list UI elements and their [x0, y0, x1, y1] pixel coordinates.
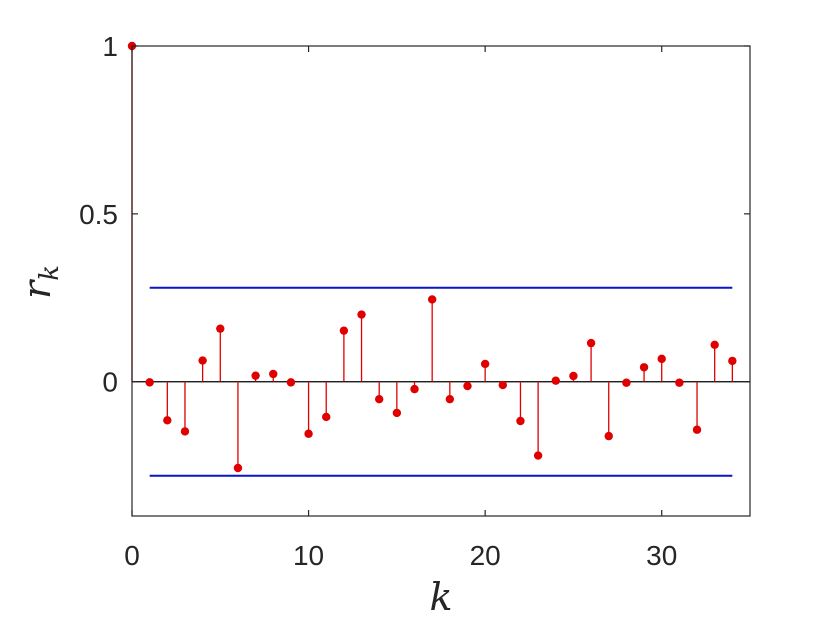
- stem-marker: [586, 338, 596, 348]
- y-tick-label: 1: [102, 31, 118, 62]
- x-axis-label: k: [429, 575, 452, 619]
- plot-background: [132, 46, 750, 516]
- stem-marker: [728, 356, 737, 366]
- stem-marker: [322, 412, 331, 422]
- plot-frame: [131, 45, 751, 517]
- stem-marker: [286, 378, 296, 387]
- stem-marker: [357, 310, 366, 319]
- stem-marker: [675, 378, 684, 387]
- stem-marker: [657, 354, 666, 364]
- stem-marker: [392, 408, 402, 418]
- y-axis-label-subscript: k: [35, 265, 65, 281]
- stem-marker: [163, 416, 172, 425]
- stem-marker: [498, 380, 507, 390]
- stem-marker: [710, 340, 719, 349]
- stem-marker: [533, 451, 543, 460]
- stem-marker: [269, 369, 278, 379]
- x-tick-label: 30: [646, 540, 677, 571]
- stem-marker: [198, 356, 207, 365]
- stem-marker: [251, 371, 260, 380]
- stem-marker: [145, 378, 154, 387]
- stem-marker: [427, 295, 437, 304]
- stem-marker: [233, 463, 243, 473]
- stem-marker: [339, 326, 349, 335]
- stem-marker: [569, 371, 578, 381]
- stem-marker: [180, 427, 190, 436]
- stem-marker: [375, 394, 384, 404]
- x-tick-label: 10: [293, 540, 324, 571]
- stem-marker: [410, 384, 419, 394]
- stem-marker: [551, 376, 560, 385]
- stem-marker: [216, 324, 225, 333]
- stem-marker: [304, 429, 313, 438]
- stem-marker: [516, 416, 525, 426]
- stem-marker: [692, 425, 702, 434]
- stem-marker: [604, 431, 613, 441]
- y-tick-label: 0.5: [79, 199, 118, 230]
- stem-marker: [622, 378, 631, 387]
- stem-marker: [463, 381, 472, 391]
- y-axis-label-main: r: [15, 278, 59, 299]
- axis-ticks: 0 10 20 30 0 0.5 1: [79, 31, 750, 571]
- stem-marker: [445, 394, 455, 404]
- y-tick-label: 0: [102, 367, 118, 398]
- stem-marker: [480, 359, 490, 369]
- y-axis-label: rk: [15, 265, 65, 299]
- x-tick-label: 20: [470, 540, 501, 571]
- x-tick-label: 0: [124, 540, 140, 571]
- plot-content: [127, 41, 750, 477]
- stem-marker: [639, 363, 649, 372]
